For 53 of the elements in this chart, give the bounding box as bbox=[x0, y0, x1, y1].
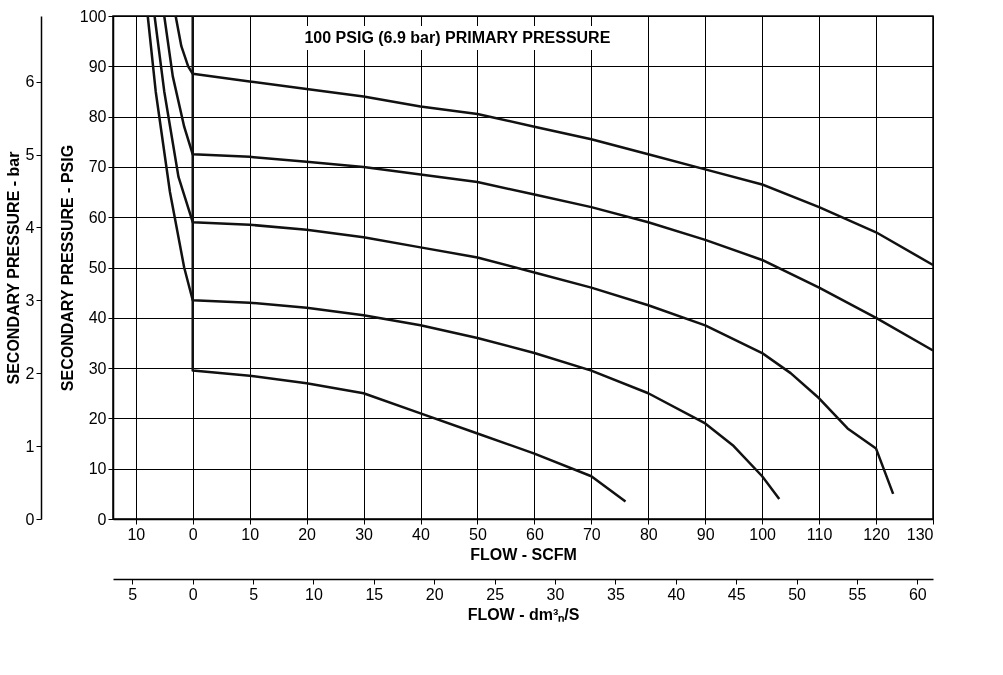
y2-tick-label: 3 bbox=[25, 291, 35, 309]
y-tick-label: 90 bbox=[88, 57, 107, 75]
line-series bbox=[146, 14, 781, 501]
x-tick-label: 10 bbox=[127, 525, 146, 543]
y2-tick-label: 2 bbox=[25, 364, 35, 382]
y-tick-label: 0 bbox=[97, 510, 107, 528]
x2-tick-label: 35 bbox=[606, 585, 625, 603]
x2-tick-label: 40 bbox=[667, 585, 686, 603]
y2-tick-label: 1 bbox=[25, 437, 35, 455]
y-tick-label: 30 bbox=[88, 359, 107, 377]
x-tick-label: 30 bbox=[355, 525, 374, 543]
x-tick-label: 130 bbox=[906, 525, 934, 543]
y-tick-label: 40 bbox=[88, 309, 107, 327]
x-axis-title: FLOW - SCFM bbox=[470, 545, 577, 563]
y2-axis-title: SECONDARY PRESSURE - bar bbox=[4, 151, 22, 385]
y-tick-label: 50 bbox=[88, 259, 107, 276]
y-tick-label: 80 bbox=[88, 108, 107, 126]
x2-tick-label: 45 bbox=[727, 585, 746, 603]
x2-tick-label: 55 bbox=[848, 585, 867, 603]
x-tick-label: 90 bbox=[696, 525, 715, 543]
x-tick-label: 120 bbox=[863, 525, 890, 543]
x2-tick-label: 10 bbox=[305, 585, 323, 603]
x2-tick-label: 20 bbox=[425, 585, 444, 603]
y2-tick-label: 0 bbox=[25, 510, 35, 528]
x-tick-label: 40 bbox=[412, 525, 430, 543]
y2-tick-label: 4 bbox=[25, 218, 35, 236]
x-tick-label: 20 bbox=[298, 525, 317, 543]
y2-tick-label: 5 bbox=[25, 146, 35, 164]
x2-tick-label: 60 bbox=[908, 585, 927, 603]
x2-tick-label: 50 bbox=[788, 585, 807, 603]
x-tick-label: 10 bbox=[241, 525, 260, 543]
y-axis-title: SECONDARY PRESSURE - PSIG bbox=[58, 144, 76, 392]
x2-tick-label: 5 bbox=[249, 585, 259, 603]
x2-tick-label: 30 bbox=[546, 585, 565, 603]
y-tick-label: 20 bbox=[88, 409, 107, 427]
y-tick-label: 70 bbox=[88, 158, 107, 176]
x2-tick-label: 25 bbox=[486, 585, 505, 603]
x-tick-label: 0 bbox=[188, 525, 198, 543]
x-tick-label: 50 bbox=[469, 525, 487, 543]
y-tick-label: 10 bbox=[88, 460, 107, 478]
x2-axis-title: FLOW - dm³ₙ/S bbox=[467, 605, 580, 623]
y-tick-label: 100 bbox=[79, 7, 107, 25]
text: 100 PSIG (6.9 bar) PRIMARY PRESSURE bbox=[304, 29, 611, 46]
x2-tick-label: 15 bbox=[365, 585, 384, 603]
x-tick-label: 60 bbox=[525, 525, 544, 543]
x-tick-label: 70 bbox=[582, 525, 601, 543]
x2-tick-label: 5 bbox=[128, 585, 138, 603]
x-tick-label: 100 bbox=[749, 525, 777, 543]
x-tick-label: 110 bbox=[806, 525, 833, 543]
x-tick-label: 80 bbox=[639, 525, 658, 543]
y-tick-label: 60 bbox=[88, 208, 107, 226]
y2-tick-label: 6 bbox=[25, 73, 35, 91]
x2-tick-label: 0 bbox=[188, 585, 198, 603]
